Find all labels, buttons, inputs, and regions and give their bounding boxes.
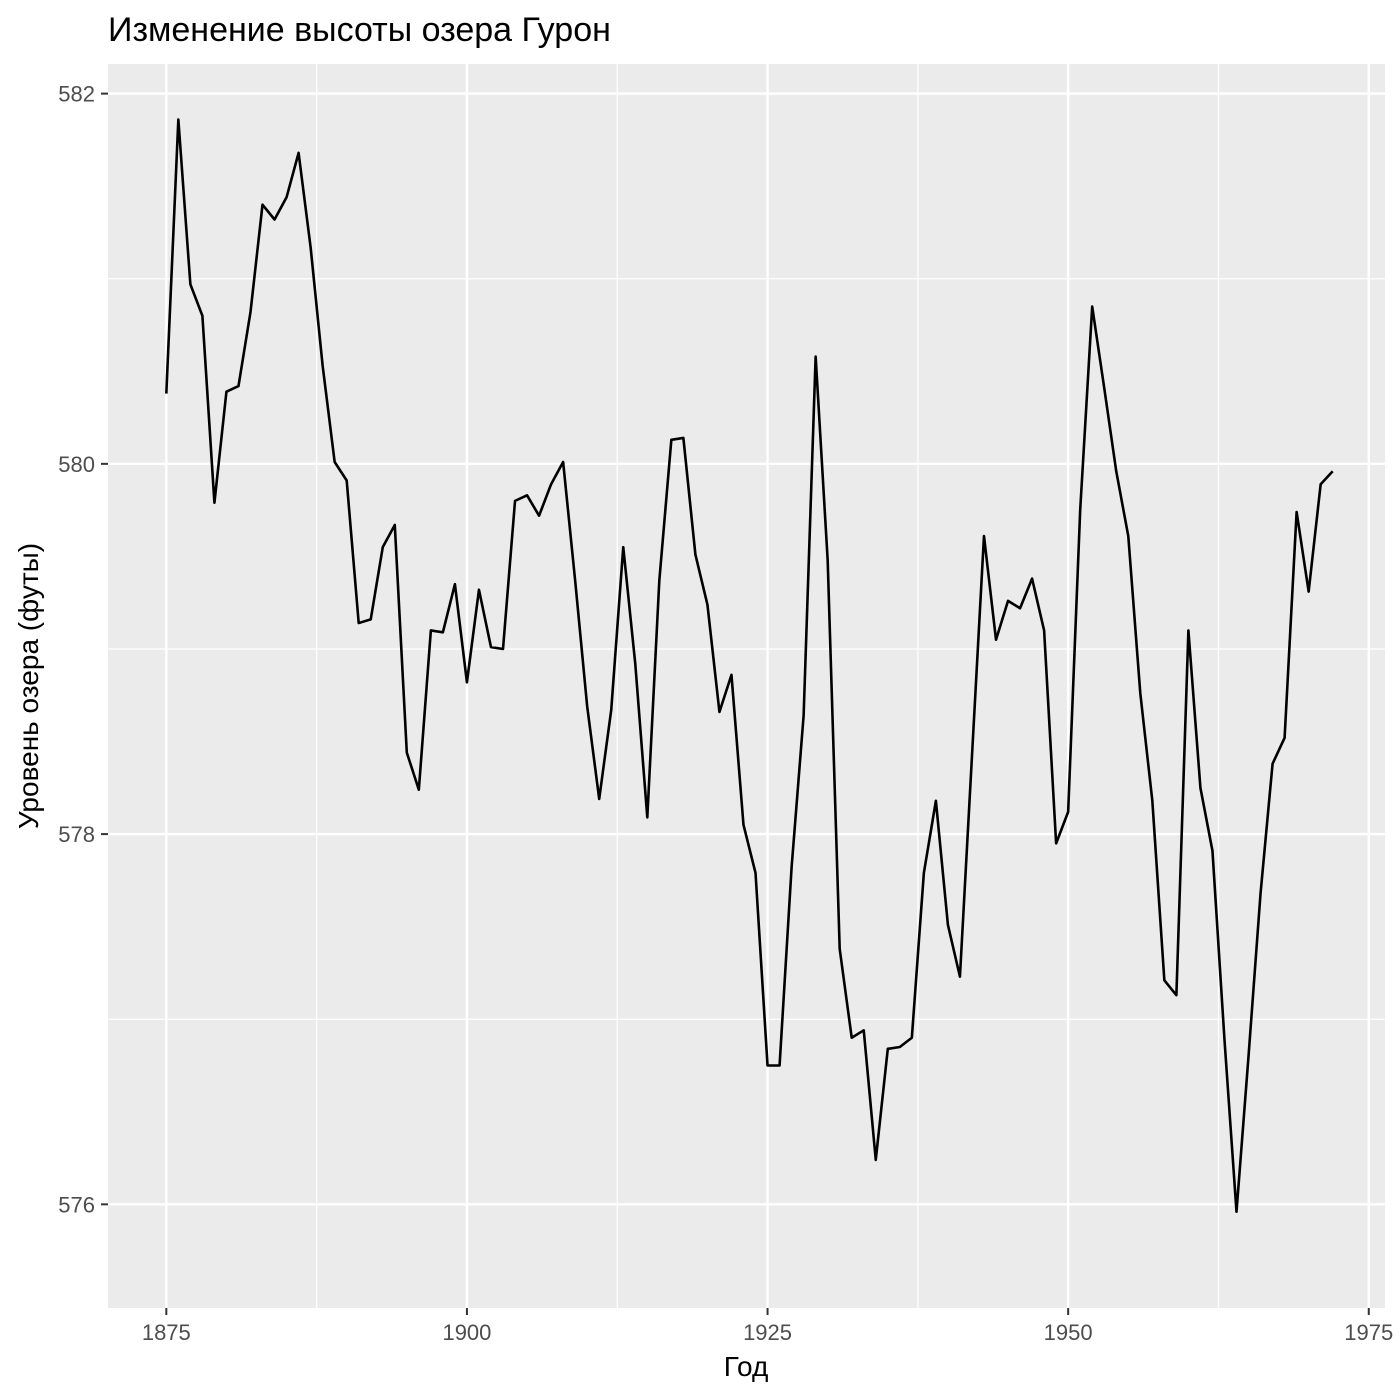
x-tick-label: 1950 <box>1044 1320 1093 1345</box>
x-axis-title: Год <box>724 1351 769 1382</box>
y-axis: 576 578 580 582 <box>58 82 108 1217</box>
series-line <box>165 118 1334 1214</box>
x-axis: 1875 1900 1925 1950 1975 <box>142 1308 1393 1345</box>
x-tick-label: 1925 <box>743 1320 792 1345</box>
y-axis-title: Уровень озера (футы) <box>13 543 44 829</box>
x-tick-label: 1900 <box>442 1320 491 1345</box>
plot-panel <box>108 64 1385 1308</box>
x-tick-label: 1875 <box>142 1320 191 1345</box>
minor-gridlines <box>108 64 1385 1308</box>
series-layer <box>165 118 1334 1214</box>
y-tick-label: 578 <box>58 822 95 847</box>
y-tick-label: 576 <box>58 1192 95 1217</box>
x-tick-label: 1975 <box>1344 1320 1393 1345</box>
y-tick-label: 582 <box>58 82 95 107</box>
chart-title: Изменение высоты озера Гурон <box>108 11 611 49</box>
y-tick-label: 580 <box>58 452 95 477</box>
